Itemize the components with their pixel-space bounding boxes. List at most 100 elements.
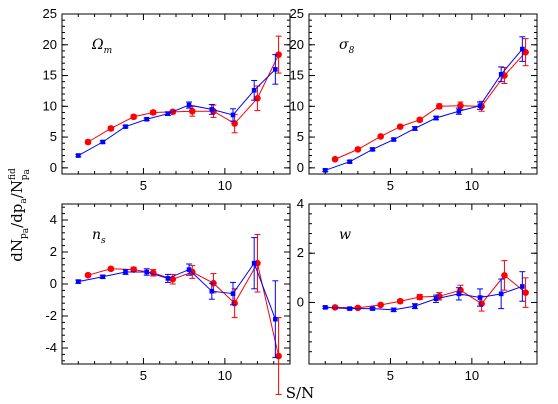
- y-tick-label: 0: [297, 160, 304, 175]
- y-tick-label: 10: [43, 98, 57, 113]
- blue-series: [75, 237, 279, 359]
- panel-label: ns: [92, 227, 106, 246]
- data-point-square: [433, 296, 439, 302]
- data-point-square: [75, 279, 81, 284]
- y-tick-label: 4: [297, 196, 304, 211]
- data-point-square: [230, 291, 236, 296]
- data-point-square: [370, 147, 375, 152]
- data-point-circle: [396, 123, 404, 130]
- data-point-circle: [149, 109, 157, 116]
- data-point-circle: [231, 299, 238, 307]
- blue-series-line: [78, 262, 276, 320]
- y-tick-label: -2: [45, 308, 57, 323]
- data-point-square: [273, 316, 278, 322]
- data-point-square: [186, 102, 192, 108]
- data-point-circle: [354, 146, 362, 153]
- data-point-circle: [396, 297, 404, 305]
- data-point-square: [391, 137, 396, 142]
- data-point-square: [165, 111, 171, 116]
- red-series: [331, 38, 529, 163]
- data-point-circle: [130, 266, 137, 273]
- data-point-circle: [354, 304, 362, 312]
- y-tick-label: 15: [43, 68, 57, 83]
- data-point-square: [347, 306, 353, 311]
- x-tick-label: 10: [465, 178, 479, 193]
- data-point-square: [144, 269, 149, 275]
- x-axis-title: S/N: [286, 384, 314, 402]
- blue-series: [75, 54, 279, 158]
- blue-series: [322, 271, 526, 313]
- x-tick-label: 10: [218, 368, 232, 383]
- data-point-square: [477, 103, 483, 108]
- data-point-circle: [84, 271, 92, 279]
- x-tick-label: 5: [387, 178, 394, 193]
- data-point-circle: [416, 116, 424, 124]
- red-series: [331, 260, 529, 312]
- data-point-square: [123, 124, 128, 129]
- data-point-square: [391, 307, 396, 313]
- blue-series-line: [78, 69, 276, 156]
- data-point-square: [477, 295, 483, 300]
- data-point-square: [100, 139, 106, 145]
- y-tick-label: 0: [297, 294, 304, 309]
- x-tick-label: 10: [218, 178, 232, 193]
- data-point-square: [165, 276, 171, 281]
- red-series-line: [87, 54, 280, 143]
- data-point-square: [433, 115, 439, 121]
- data-point-square: [347, 159, 353, 164]
- panel-label: w: [339, 227, 351, 243]
- y-tick-label: 25: [43, 6, 57, 21]
- panel-label: σ8: [339, 37, 355, 56]
- data-point-square: [520, 46, 525, 52]
- y-tick-label: 2: [297, 245, 304, 260]
- data-point-circle: [416, 293, 424, 301]
- y-tick-label: 15: [290, 68, 304, 83]
- data-point-square: [251, 88, 257, 93]
- data-point-circle: [377, 133, 384, 140]
- data-point-square: [456, 291, 462, 297]
- y-tick-label: -4: [45, 340, 57, 355]
- y-tick-label: 4: [50, 212, 57, 227]
- data-point-square: [209, 107, 215, 112]
- y-tick-label: 2: [50, 244, 57, 259]
- data-point-square: [370, 306, 375, 311]
- red-series-line: [335, 274, 526, 309]
- data-point-circle: [331, 155, 339, 163]
- panel-label: Ωm: [91, 37, 112, 56]
- x-tick-label: 5: [140, 178, 147, 193]
- y-tick-label: 5: [297, 129, 304, 144]
- blue-series-line: [325, 48, 523, 171]
- data-point-circle: [84, 138, 92, 146]
- red-series: [84, 233, 282, 395]
- y-tick-label: 10: [290, 98, 304, 113]
- panel-w: 0 2 4 5 10 w: [297, 196, 538, 383]
- data-point-square: [412, 126, 418, 131]
- data-point-square: [498, 72, 504, 77]
- x-tick-label: 5: [387, 368, 394, 383]
- data-point-square: [186, 267, 192, 272]
- data-point-square: [520, 284, 525, 289]
- data-point-circle: [501, 272, 508, 279]
- data-point-square: [273, 67, 278, 72]
- y-tick-label: 20: [43, 37, 57, 52]
- data-point-square: [75, 153, 81, 158]
- data-point-circle: [275, 352, 282, 360]
- data-point-circle: [107, 125, 115, 132]
- y-tick-label: 20: [290, 37, 304, 52]
- data-point-square: [100, 274, 106, 280]
- data-point-square: [322, 305, 328, 310]
- y-tick-label: 0: [50, 160, 57, 175]
- data-point-square: [144, 116, 149, 122]
- data-point-circle: [188, 107, 196, 115]
- blue-series: [322, 36, 526, 173]
- data-point-square: [456, 108, 462, 114]
- y-tick-label: 25: [290, 6, 304, 21]
- data-point-circle: [377, 301, 384, 309]
- data-point-circle: [231, 120, 238, 127]
- panel-omega-m: 0 5 10 15 20 25 5 10 Ωm: [43, 6, 291, 193]
- y-tick-label: 5: [50, 129, 57, 144]
- data-point-square: [412, 303, 418, 309]
- data-point-circle: [457, 102, 464, 109]
- data-point-square: [251, 260, 257, 266]
- red-series-line: [334, 51, 526, 160]
